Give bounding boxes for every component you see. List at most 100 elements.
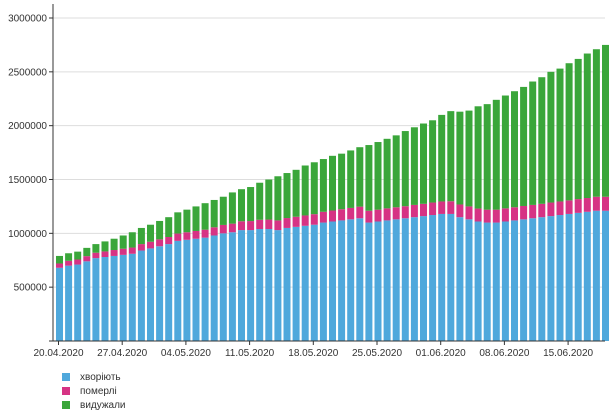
bar-stack[interactable] — [429, 120, 437, 341]
bar-segment-deaths[interactable] — [183, 232, 191, 240]
bar-segment-sick[interactable] — [228, 232, 236, 341]
bar-segment-deaths[interactable] — [547, 202, 555, 217]
bar-segment-deaths[interactable] — [319, 211, 327, 223]
bar-segment-deaths[interactable] — [147, 241, 154, 249]
bar-segment-deaths[interactable] — [274, 220, 282, 231]
bar-stack[interactable] — [301, 165, 309, 341]
bar-stack[interactable] — [92, 244, 100, 341]
bar-segment-sick[interactable] — [365, 222, 373, 341]
bar-segment-sick[interactable] — [174, 240, 182, 341]
bar-segment-deaths[interactable] — [383, 208, 391, 221]
bar-stack[interactable] — [501, 95, 509, 341]
bar-segment-recovered[interactable] — [119, 235, 127, 249]
bar-segment-recovered[interactable] — [137, 227, 145, 245]
bar-segment-sick[interactable] — [256, 229, 264, 341]
bar-segment-deaths[interactable] — [574, 199, 582, 213]
bar-segment-sick[interactable] — [65, 265, 73, 341]
bar-segment-deaths[interactable] — [420, 203, 427, 217]
bar-segment-sick[interactable] — [529, 218, 537, 341]
bar-segment-recovered[interactable] — [301, 165, 309, 216]
bar-stack[interactable] — [356, 147, 364, 341]
bar-segment-deaths[interactable] — [165, 236, 173, 245]
bar-segment-deaths[interactable] — [201, 229, 209, 238]
bar-segment-sick[interactable] — [392, 219, 400, 341]
bar-segment-recovered[interactable] — [183, 209, 191, 233]
bar-segment-deaths[interactable] — [283, 218, 291, 228]
bar-segment-deaths[interactable] — [329, 210, 336, 222]
bar-segment-sick[interactable] — [165, 244, 173, 341]
bar-segment-sick[interactable] — [301, 225, 309, 341]
bar-stack[interactable] — [183, 209, 191, 341]
bar-segment-recovered[interactable] — [65, 253, 73, 261]
bar-segment-deaths[interactable] — [583, 198, 591, 212]
bar-segment-deaths[interactable] — [247, 221, 255, 231]
bar-segment-deaths[interactable] — [301, 215, 309, 226]
bar-segment-deaths[interactable] — [238, 221, 245, 231]
bar-segment-sick[interactable] — [501, 221, 509, 341]
bar-segment-sick[interactable] — [511, 220, 518, 341]
bar-segment-recovered[interactable] — [174, 212, 182, 234]
bar-stack[interactable] — [219, 196, 227, 341]
bar-segment-recovered[interactable] — [529, 81, 537, 205]
bar-stack[interactable] — [83, 247, 91, 341]
bar-segment-deaths[interactable] — [456, 204, 464, 218]
bar-stack[interactable] — [137, 227, 145, 341]
bar-segment-deaths[interactable] — [602, 196, 609, 211]
bar-segment-sick[interactable] — [74, 264, 82, 341]
bar-segment-recovered[interactable] — [310, 162, 318, 215]
bar-stack[interactable] — [283, 173, 291, 341]
bar-stack[interactable] — [56, 255, 63, 341]
bar-segment-recovered[interactable] — [465, 110, 473, 207]
bar-stack[interactable] — [538, 77, 546, 341]
bar-segment-recovered[interactable] — [247, 187, 255, 222]
bar-segment-recovered[interactable] — [374, 142, 382, 210]
bar-segment-recovered[interactable] — [292, 169, 300, 217]
bar-segment-sick[interactable] — [483, 222, 491, 341]
bar-segment-recovered[interactable] — [492, 99, 500, 210]
bar-stack[interactable] — [119, 235, 127, 341]
bar-segment-sick[interactable] — [110, 255, 118, 341]
bar-segment-deaths[interactable] — [210, 227, 218, 236]
bar-segment-recovered[interactable] — [583, 53, 591, 199]
bar-segment-sick[interactable] — [292, 226, 300, 341]
bar-segment-sick[interactable] — [156, 246, 164, 341]
bar-segment-deaths[interactable] — [538, 203, 546, 218]
bar-segment-recovered[interactable] — [447, 111, 455, 202]
bar-segment-sick[interactable] — [219, 233, 227, 341]
bar-segment-sick[interactable] — [592, 210, 600, 341]
bar-segment-recovered[interactable] — [556, 68, 564, 202]
bar-stack[interactable] — [65, 253, 73, 341]
bar-segment-deaths[interactable] — [447, 201, 455, 214]
bar-stack[interactable] — [456, 111, 464, 341]
bar-segment-recovered[interactable] — [538, 77, 546, 204]
bar-segment-sick[interactable] — [274, 230, 282, 341]
bar-segment-recovered[interactable] — [128, 232, 136, 248]
bar-segment-sick[interactable] — [83, 261, 91, 341]
bar-segment-deaths[interactable] — [401, 206, 409, 219]
bar-segment-sick[interactable] — [101, 257, 109, 341]
bar-segment-deaths[interactable] — [410, 204, 418, 218]
bar-segment-sick[interactable] — [201, 237, 209, 341]
bar-segment-sick[interactable] — [329, 221, 336, 341]
bar-segment-recovered[interactable] — [456, 111, 464, 205]
bar-segment-sick[interactable] — [119, 254, 127, 341]
bar-segment-recovered[interactable] — [565, 63, 573, 201]
bar-stack[interactable] — [392, 135, 400, 341]
bar-segment-sick[interactable] — [56, 267, 63, 341]
bar-stack[interactable] — [438, 114, 446, 341]
bar-segment-sick[interactable] — [210, 235, 218, 341]
bar-segment-sick[interactable] — [319, 222, 327, 341]
bar-segment-sick[interactable] — [474, 221, 482, 341]
bar-segment-sick[interactable] — [247, 230, 255, 341]
bar-segment-deaths[interactable] — [83, 256, 91, 262]
bar-segment-recovered[interactable] — [547, 71, 555, 203]
bar-stack[interactable] — [565, 63, 573, 341]
bar-segment-sick[interactable] — [410, 217, 418, 341]
bar-segment-sick[interactable] — [438, 213, 446, 341]
bar-stack[interactable] — [101, 241, 109, 341]
bar-segment-deaths[interactable] — [310, 214, 318, 225]
bar-segment-deaths[interactable] — [483, 209, 491, 223]
bar-segment-sick[interactable] — [420, 216, 427, 341]
bar-stack[interactable] — [420, 123, 427, 341]
bar-segment-deaths[interactable] — [592, 196, 600, 211]
